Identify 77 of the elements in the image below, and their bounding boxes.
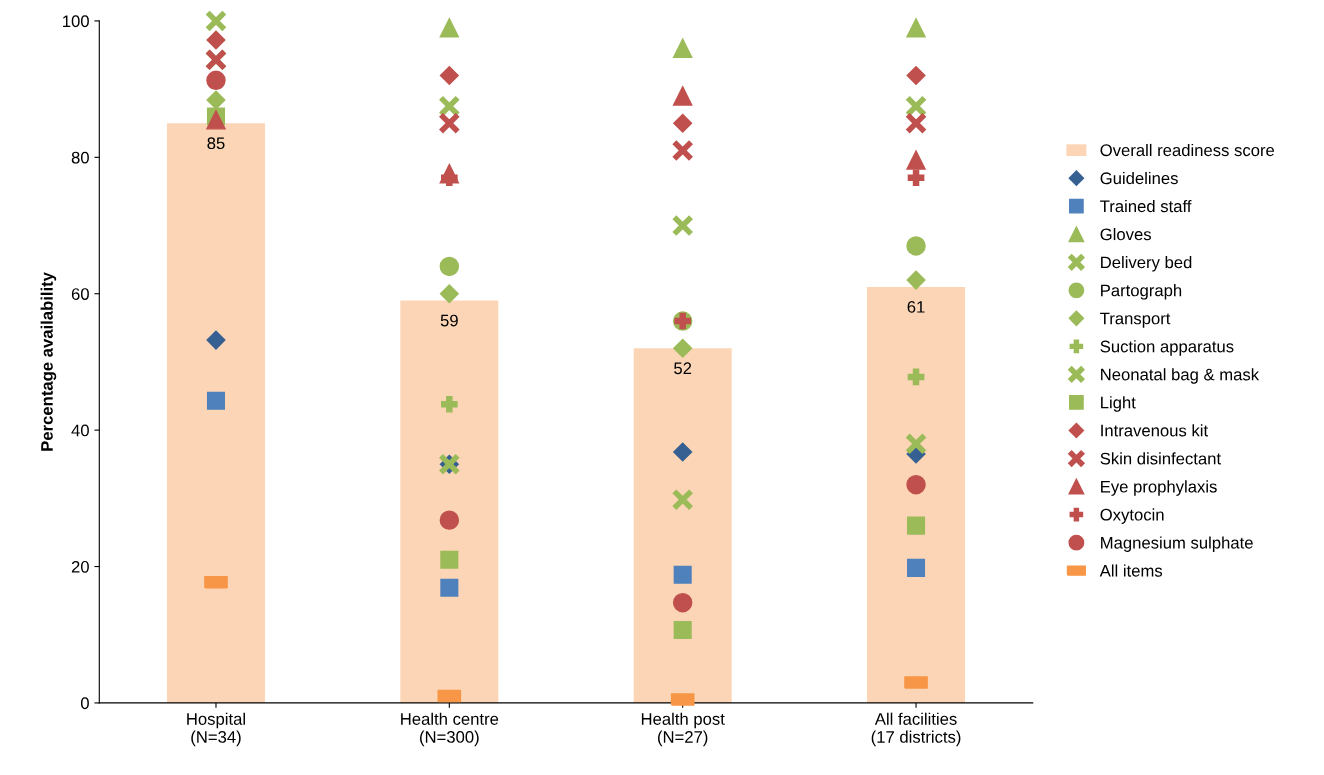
point — [673, 565, 692, 584]
y-tick-label: 40 — [71, 424, 89, 437]
point — [671, 488, 694, 511]
point — [440, 550, 459, 569]
point — [904, 432, 928, 455]
point — [439, 18, 460, 38]
point — [906, 150, 926, 170]
x-tick-label: Health post (N=27) — [641, 712, 725, 747]
point — [204, 9, 228, 33]
bar — [400, 300, 499, 703]
point — [673, 338, 693, 358]
bar — [166, 123, 265, 703]
legend-label: Suction apparatus — [1100, 340, 1234, 356]
point — [907, 169, 925, 187]
bar — [633, 348, 732, 703]
legend-label: All items — [1099, 564, 1163, 577]
point — [673, 442, 693, 462]
point — [438, 112, 461, 135]
point — [439, 284, 459, 304]
point — [673, 113, 693, 133]
point — [906, 65, 926, 86]
point — [672, 86, 693, 106]
legend-label: Transport — [1100, 312, 1171, 328]
legend-label: Overall readiness score — [1100, 143, 1275, 157]
point — [907, 516, 926, 535]
x-tick-label: Hospital (N=34) — [187, 712, 245, 747]
legend-label: Partograph — [1101, 284, 1182, 300]
legend-label: Guidelines — [1100, 171, 1178, 185]
legend-label: Magnesium sulphate — [1101, 536, 1253, 552]
y-tick-label: 100 — [63, 15, 89, 28]
legend-label: Eye prophylaxis — [1101, 480, 1217, 496]
data-label: 59 — [440, 314, 458, 327]
y-axis-title: Percentage availability — [40, 272, 57, 451]
y-tick-label: 60 — [71, 288, 89, 300]
data-label: 85 — [207, 137, 225, 150]
legend-label: Skin disinfectant — [1100, 452, 1221, 465]
data-label: 52 — [674, 362, 692, 375]
point — [671, 139, 694, 162]
point — [206, 30, 226, 50]
point — [206, 110, 226, 130]
point — [906, 474, 926, 495]
point — [672, 592, 693, 613]
legend-label: Gloves — [1100, 227, 1151, 241]
point — [439, 256, 460, 277]
legend-label: Light — [1101, 396, 1136, 412]
y-tick-label: 80 — [71, 151, 89, 164]
y-tick-label: 20 — [71, 560, 89, 573]
legend-label: Oxytocin — [1100, 508, 1164, 524]
point — [206, 330, 226, 350]
legend-label: Neonatal bag & mask — [1101, 368, 1260, 384]
point — [906, 18, 926, 38]
point — [206, 90, 226, 110]
point — [440, 395, 458, 413]
legend-label: Trained staff — [1100, 199, 1192, 213]
point — [440, 578, 459, 597]
data-label: 61 — [907, 300, 925, 313]
bar — [867, 286, 966, 703]
point — [672, 38, 693, 58]
point — [907, 558, 926, 577]
point — [438, 95, 461, 118]
point — [673, 620, 692, 639]
point — [206, 391, 226, 410]
point — [206, 70, 226, 90]
point — [439, 65, 459, 86]
point — [904, 112, 928, 135]
point — [906, 236, 926, 256]
y-tick-label: 0 — [80, 697, 89, 710]
point — [439, 510, 460, 530]
point — [440, 169, 458, 187]
legend-label: Delivery bed — [1101, 256, 1192, 272]
point — [904, 95, 928, 118]
x-tick-label: All facilities (17 districts) — [871, 712, 961, 747]
legend-label: Intravenous kit — [1101, 424, 1208, 437]
point — [907, 368, 925, 386]
point — [906, 270, 926, 290]
x-tick-label: Health centre (N=300) — [401, 712, 499, 747]
point — [671, 214, 694, 237]
